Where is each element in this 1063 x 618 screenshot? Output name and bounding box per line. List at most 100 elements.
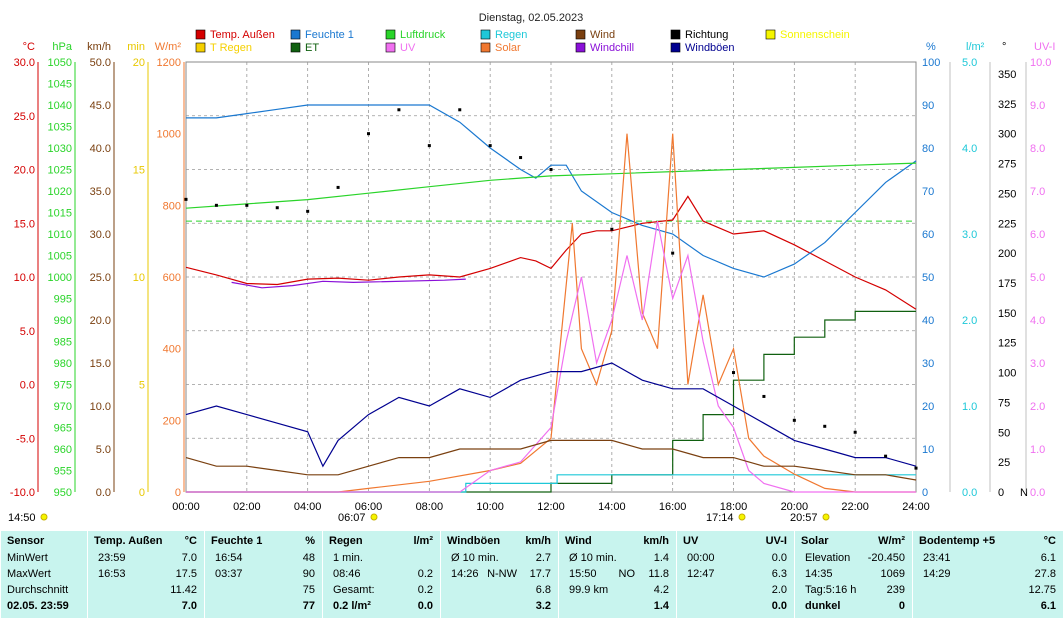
stats-header-label: Bodentemp +5 bbox=[919, 535, 996, 547]
series-point-richtung bbox=[853, 430, 857, 434]
series-point-richtung bbox=[306, 209, 310, 213]
left-axis-tick: 35.0 bbox=[90, 186, 111, 198]
stats-row: Ø 10 min. 2.7 bbox=[441, 552, 559, 567]
stats-cell-label: MaxWert bbox=[7, 568, 51, 580]
legend-swatch bbox=[290, 42, 301, 53]
stats-row: 03:37 90 bbox=[205, 568, 323, 583]
right-axis-tick: 0 bbox=[998, 487, 1004, 499]
stats-row: 14:29 27.8 bbox=[913, 568, 1063, 583]
left-axis-tick: 0 bbox=[175, 487, 181, 499]
stats-header-unit: UV-I bbox=[765, 535, 787, 547]
sun-marker-label: 17:14 bbox=[706, 512, 734, 524]
left-axis-tick: 995 bbox=[54, 294, 72, 306]
stats-row: MaxWert bbox=[1, 568, 88, 583]
stats-header-label: Wind bbox=[565, 535, 592, 547]
left-axis-tick: 20.0 bbox=[90, 315, 111, 327]
left-axis-tick: 10.0 bbox=[90, 401, 111, 413]
x-axis-tick: 06:00 bbox=[355, 501, 383, 513]
stats-table: Sensor MinWert MaxWert Durchschnitt 02.05. 2… bbox=[0, 531, 1063, 618]
stats-header: Bodentemp +5 °C bbox=[913, 535, 1063, 550]
stats-row: 23:59 7.0 bbox=[88, 552, 205, 567]
right-axis-tick: 2.0 bbox=[1030, 401, 1045, 413]
stats-header: Feuchte 1% bbox=[205, 535, 323, 550]
stats-cell-value: 12.75 bbox=[1028, 584, 1056, 596]
right-axis-tick: 10 bbox=[922, 444, 934, 456]
series-point-richtung bbox=[671, 251, 675, 255]
legend-label: Temp. Außen bbox=[210, 29, 275, 41]
right-axis-tick: 100 bbox=[998, 368, 1016, 380]
stats-cell-value: 2.7 bbox=[535, 552, 551, 564]
x-axis-tick: 02:00 bbox=[233, 501, 261, 513]
legend-swatch bbox=[575, 29, 586, 40]
stats-header: Sensor bbox=[1, 535, 88, 550]
right-axis-tick: 200 bbox=[998, 248, 1016, 260]
series-line-temp-au-en bbox=[185, 195, 917, 310]
stats-row: Tag:5:16 h 239 bbox=[795, 584, 913, 599]
left-axis-tick: 1015 bbox=[48, 208, 72, 220]
left-axis-tick: 1200 bbox=[157, 57, 181, 69]
right-axis-tick: 40 bbox=[922, 315, 934, 327]
stats-cell-label: 15:50 bbox=[569, 568, 597, 580]
left-axis-tick: 30.0 bbox=[14, 57, 35, 69]
left-axis-tick: 950 bbox=[54, 487, 72, 499]
stats-header-unit: km/h bbox=[525, 535, 551, 547]
stats-row: Ø 10 min. 1.4 bbox=[559, 552, 677, 567]
left-axis-tick: 960 bbox=[54, 444, 72, 456]
right-axis-tick: 70 bbox=[922, 186, 934, 198]
left-axis-tick: 965 bbox=[54, 423, 72, 435]
stats-cell-value: 4.2 bbox=[653, 584, 669, 596]
sun-marker-label: 06:07 bbox=[338, 512, 366, 524]
series-line-feuchte-1 bbox=[186, 104, 917, 278]
stats-row: 0.2 l/m² 0.0 bbox=[323, 600, 441, 615]
right-axis-tick: 8.0 bbox=[1030, 143, 1045, 155]
legend-swatch bbox=[385, 29, 396, 40]
stats-cell-value: 239 bbox=[886, 584, 905, 596]
stats-header: Temp. Außen °C bbox=[88, 535, 205, 550]
stats-cell-value: 0.2 bbox=[417, 568, 433, 580]
sun-marker-label: 14:50 bbox=[8, 512, 36, 524]
legend-label: Windböen bbox=[685, 42, 735, 54]
right-axis-tick: 25 bbox=[998, 457, 1010, 469]
sun-marker-icon bbox=[822, 513, 830, 521]
stats-row: 99.9 km 4.2 bbox=[559, 584, 677, 599]
right-axis-tick: 125 bbox=[998, 338, 1016, 350]
left-axis-tick: 30.0 bbox=[90, 229, 111, 241]
stats-row: 2.0 bbox=[677, 584, 795, 599]
stats-cell-value: 17.7 bbox=[529, 568, 551, 580]
x-axis-tick: 00:00 bbox=[172, 501, 200, 513]
series-point-richtung bbox=[184, 197, 188, 201]
stats-row: 16:54 48 bbox=[205, 552, 323, 567]
series-point-richtung bbox=[762, 394, 766, 398]
stats-header-label: Sensor bbox=[7, 535, 45, 547]
stats-cell-label: Elevation bbox=[805, 552, 851, 564]
stats-cell-label: 12:47 bbox=[687, 568, 715, 580]
legend-label: T Regen bbox=[210, 42, 252, 54]
x-axis-tick: 18:00 bbox=[720, 501, 748, 513]
left-axis-tick: 0.0 bbox=[96, 487, 111, 499]
right-axis-tick: 1.0 bbox=[962, 401, 977, 413]
left-axis-tick: 15.0 bbox=[14, 218, 35, 230]
left-axis-tick: 1050 bbox=[48, 57, 72, 69]
stats-cell-label: 23:59 bbox=[98, 552, 126, 564]
right-axis-unit: ° bbox=[1002, 41, 1006, 53]
stats-cell-label: Tag:5:16 h bbox=[805, 584, 857, 596]
x-axis-tick: 22:00 bbox=[841, 501, 869, 513]
stats-cell-label: dunkel bbox=[805, 600, 841, 612]
stats-cell-value: 1.4 bbox=[653, 600, 669, 612]
legend-label: ET bbox=[305, 42, 319, 54]
right-axis-tick: 6.0 bbox=[1030, 229, 1045, 241]
right-axis-tick: 325 bbox=[998, 99, 1016, 111]
stats-header: Regen l/m² bbox=[323, 535, 441, 550]
left-axis-tick: 0.0 bbox=[20, 380, 35, 392]
right-axis-unit: % bbox=[926, 41, 936, 53]
legend-swatch bbox=[195, 42, 206, 53]
right-axis-tick: 175 bbox=[998, 278, 1016, 290]
stats-row: 6.8 bbox=[441, 584, 559, 599]
series-point-richtung bbox=[245, 203, 249, 207]
left-axis-tick: 1000 bbox=[157, 129, 181, 141]
stats-header-label: Solar bbox=[801, 535, 829, 547]
right-axis-tick: 350 bbox=[998, 69, 1016, 81]
right-axis-unit: l/m² bbox=[966, 41, 985, 53]
stats-column: Temp. Außen °C 23:59 7.0 16:53 17.5 11.42 7.0 bbox=[87, 531, 205, 618]
series-line-uv bbox=[186, 220, 916, 493]
